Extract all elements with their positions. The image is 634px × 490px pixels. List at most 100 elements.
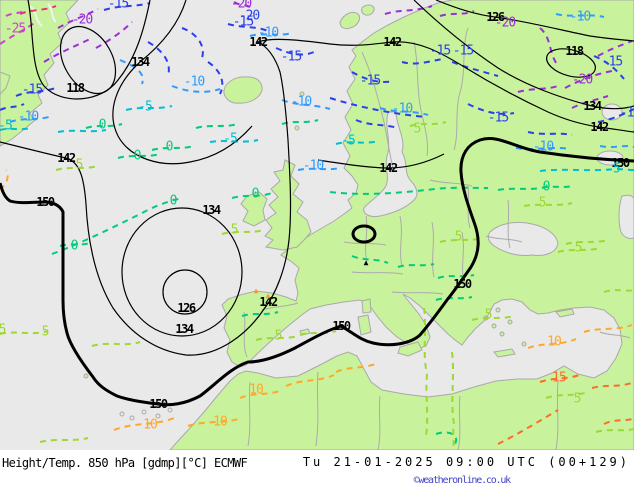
isotherm-0 (231, 192, 273, 199)
iceland (223, 76, 263, 104)
isotherm-0 (497, 185, 573, 191)
isotherm--30 (19, 5, 57, 15)
svalbard-island (339, 11, 361, 30)
isotherm--5 (209, 139, 259, 143)
isotherm-0 (241, 311, 279, 317)
isotherm-5 (565, 239, 609, 245)
isotherm-10 (239, 389, 283, 399)
isotherm--10 (555, 13, 605, 18)
cyprus (555, 308, 575, 318)
shetland-islands (294, 125, 300, 131)
isotherm-10 (335, 362, 379, 373)
isotherm--15 (351, 71, 395, 83)
isotherm-5 (0, 330, 49, 335)
isotherm--15 (355, 119, 399, 129)
faroe-islands (299, 91, 305, 97)
height-contour-126-low (162, 269, 208, 315)
height-contour-150-thick (0, 137, 634, 407)
height-contour-126 (27, 0, 151, 100)
isotherm--20 (564, 70, 613, 89)
eurasia-africa-landmass (169, 0, 634, 450)
isotherm--5 (0, 127, 31, 131)
isotherm--15 (597, 108, 634, 123)
isotherm-0 (117, 153, 161, 159)
isotherm-5 (409, 121, 447, 127)
great-britain (264, 159, 312, 251)
isotherm--20 (539, 27, 559, 67)
sardinia (357, 314, 372, 336)
caption-bar: Height/Temp. 850 hPa [gdmp][°C] ECMWF Tu… (0, 450, 634, 490)
isotherm--20 (43, 37, 93, 63)
sicily (397, 341, 423, 357)
isotherm-5 (55, 165, 99, 171)
caption-datetime-text: Tu 21-01-2025 09:00 UTC (00+129) (302, 455, 630, 469)
isotherm-10 (113, 417, 175, 431)
isotherm--15 (593, 55, 625, 80)
isotherm-5 (523, 202, 573, 207)
temperature-contours-layer (0, 1, 634, 450)
greenland-landmass (0, 0, 79, 147)
isotherm--15 (275, 47, 315, 56)
isotherm--20 (597, 40, 633, 57)
isotherm-0 (329, 186, 489, 195)
map-canvas: 118 134 142 142 126 118 134 142 150 142 150 134 142 1… (0, 0, 634, 450)
isotherm-5 (451, 351, 456, 450)
black-sea (487, 221, 559, 256)
svalbard-island (361, 4, 375, 16)
isotherm-0 (437, 274, 475, 279)
isotherm--15 (329, 97, 427, 118)
baltic-sea (363, 111, 418, 217)
isotherm--10 (119, 59, 144, 85)
isotherm--15 (103, 2, 151, 11)
caspian-sea (618, 194, 634, 239)
caption-parameter-text: Height/Temp. 850 hPa [gdmp][°C] ECMWF (2, 456, 248, 470)
isotherm-0 (85, 123, 123, 129)
isotherm-0 (195, 123, 239, 129)
height-contour-142-loop (0, 38, 634, 356)
isotherm--15 (147, 41, 170, 77)
isotherm-5 (255, 335, 299, 341)
isotherm-0 (435, 431, 458, 445)
isotherm-5 (557, 247, 601, 253)
height-contour-142-scandinavia (317, 153, 445, 169)
crete (493, 348, 516, 358)
canary-islands (119, 407, 173, 421)
isotherm--20 (95, 21, 133, 49)
isotherm--15 (207, 61, 224, 95)
isotherm--5 (57, 129, 107, 133)
isotherm--10 (599, 145, 634, 148)
isotherm--20 (233, 1, 253, 9)
map-svg (0, 0, 634, 450)
isotherm-10 (527, 338, 577, 349)
isotherm--15 (0, 103, 25, 111)
isotherm--5 (335, 140, 379, 145)
isotherm--10 (379, 107, 429, 116)
ireland (240, 191, 268, 227)
isotherm--25 (5, 9, 27, 17)
isotherm--5 (539, 167, 634, 172)
isotherm-0 (397, 263, 435, 268)
isotherm-5 (595, 428, 634, 433)
isotherm--10 (515, 147, 571, 150)
isotherm-5 (299, 330, 337, 336)
greenland-islet (0, 71, 11, 95)
isotherm--20 (439, 10, 475, 17)
isotherm--10 (9, 115, 53, 123)
isotherm-15 (497, 409, 559, 445)
isotherm-0 (151, 145, 195, 151)
isotherm--15 (181, 27, 204, 59)
isotherm-0 (435, 296, 473, 301)
corsica (361, 298, 372, 314)
isotherm--5 (125, 105, 173, 111)
isotherm-10 (583, 324, 633, 333)
land-layer (0, 0, 634, 450)
height-contours-layer (0, 0, 634, 407)
isotherm--15 (527, 131, 573, 136)
credit-link[interactable]: ©weatheronline.co.uk (413, 475, 512, 486)
isotherm--10 (297, 167, 341, 171)
isotherm--10 (249, 32, 293, 37)
isotherm--10 (171, 85, 221, 93)
isotherm-5 (471, 315, 515, 321)
height-contour-134 (112, 0, 253, 165)
